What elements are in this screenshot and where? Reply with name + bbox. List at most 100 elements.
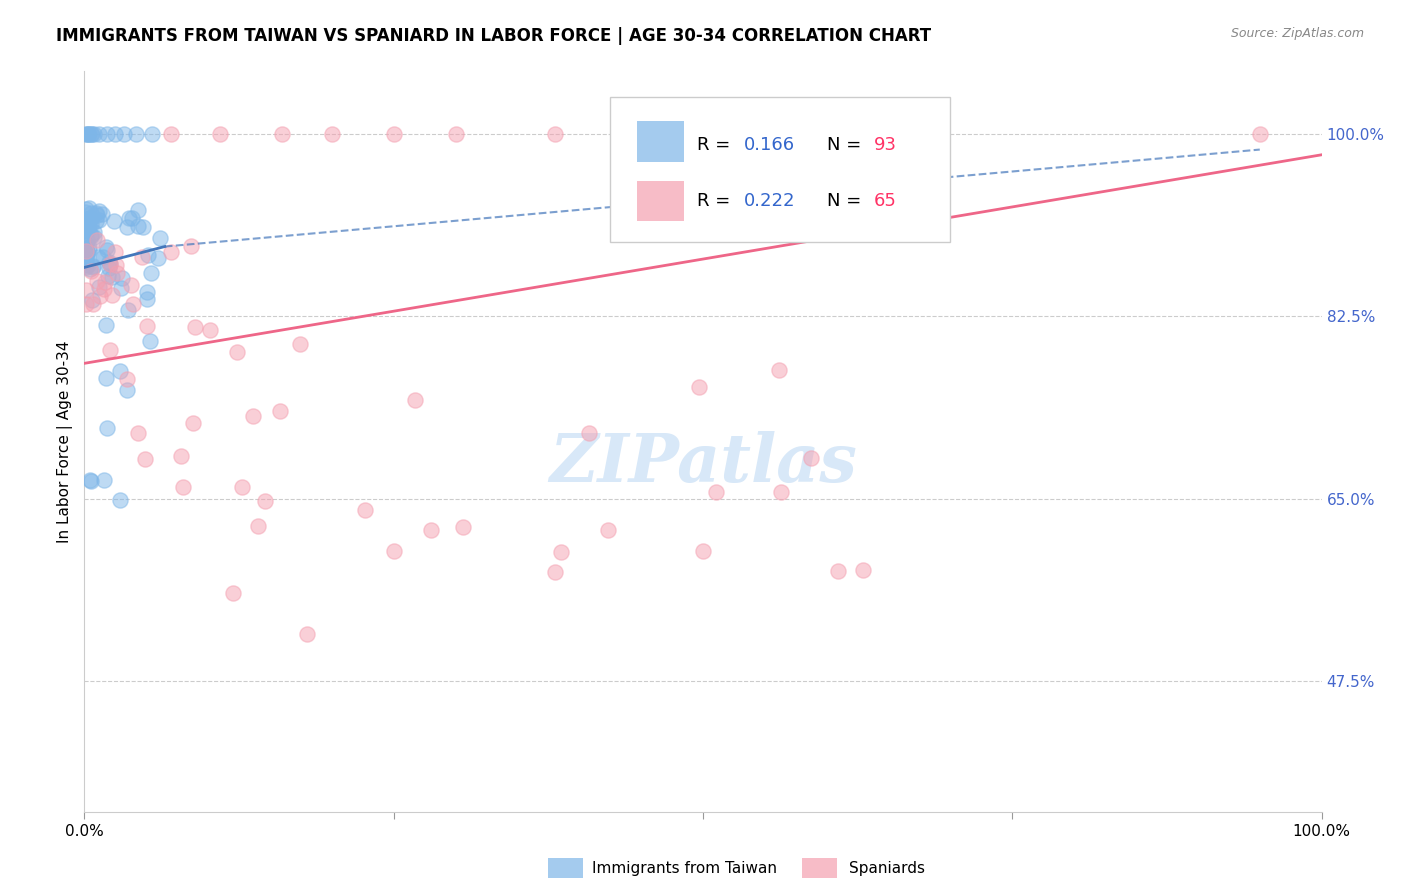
Point [184,320,207,334]
Point [692,544,714,558]
Point [160,127,183,141]
Point [80,206,103,220]
Point [77,243,100,257]
Point [290,337,312,351]
Point [770,485,793,500]
Point [94,371,117,385]
Point [242,409,264,423]
Point [79,211,101,225]
Point [127,219,149,233]
Point [73,222,96,236]
Point [98,343,121,358]
Point [453,520,475,534]
Point [82,293,104,307]
Point [170,449,193,463]
Point [98,257,121,271]
Point [146,251,169,265]
Point [643,127,665,141]
Point [543,565,565,579]
Point [75,260,97,274]
Point [688,380,710,394]
Point [73,214,96,228]
Point [93,473,115,487]
Point [86,250,108,264]
Point [98,257,121,271]
Point [209,127,232,141]
Text: R =: R = [697,136,735,154]
Point [89,289,111,303]
Point [103,214,125,228]
Point [321,127,343,141]
Point [382,544,405,558]
Point [108,492,131,507]
Point [94,276,117,290]
Point [82,297,104,311]
Point [91,250,114,264]
Point [89,203,111,218]
Point [160,244,183,259]
Point [76,212,98,227]
Point [96,240,118,254]
Point [101,270,124,285]
Point [89,213,111,227]
Point [80,211,103,226]
Point [73,219,96,233]
Point [852,563,875,577]
Point [79,262,101,277]
Point [269,404,291,418]
Point [134,452,156,467]
Point [76,244,98,259]
Point [75,297,97,311]
Point [120,277,142,292]
Point [118,211,141,225]
FancyBboxPatch shape [548,857,583,879]
Point [84,214,107,228]
Point [75,214,97,228]
Point [444,127,467,141]
Point [121,211,143,226]
Point [271,127,294,141]
Point [136,248,159,262]
Point [198,323,221,337]
Point [135,292,157,306]
Point [596,524,619,538]
Point [75,127,97,141]
Point [172,480,194,494]
Point [111,271,134,285]
Point [104,258,127,272]
Point [75,202,97,216]
Point [125,127,148,141]
FancyBboxPatch shape [637,121,685,161]
Point [353,502,375,516]
Text: R =: R = [697,192,735,211]
Point [222,586,245,600]
Point [117,383,139,397]
Text: IMMIGRANTS FROM TAIWAN VS SPANIARD IN LABOR FORCE | AGE 30-34 CORRELATION CHART: IMMIGRANTS FROM TAIWAN VS SPANIARD IN LA… [56,27,931,45]
Point [136,285,159,299]
Point [115,372,138,386]
Point [180,238,202,252]
Point [86,274,108,288]
Point [75,283,97,297]
Text: N =: N = [827,192,866,211]
Point [77,127,100,141]
Point [91,207,114,221]
Point [75,242,97,256]
Point [768,363,790,377]
Point [115,219,138,234]
Point [132,220,155,235]
Point [75,251,97,265]
Point [1249,127,1271,141]
Point [75,242,97,256]
Point [87,280,110,294]
Point [183,416,205,430]
Point [80,474,103,488]
Point [104,244,127,259]
Text: 0.166: 0.166 [744,136,794,154]
Point [704,485,727,500]
Point [80,127,103,141]
Point [110,364,132,378]
Point [139,334,162,348]
FancyBboxPatch shape [637,180,685,221]
FancyBboxPatch shape [610,97,950,242]
